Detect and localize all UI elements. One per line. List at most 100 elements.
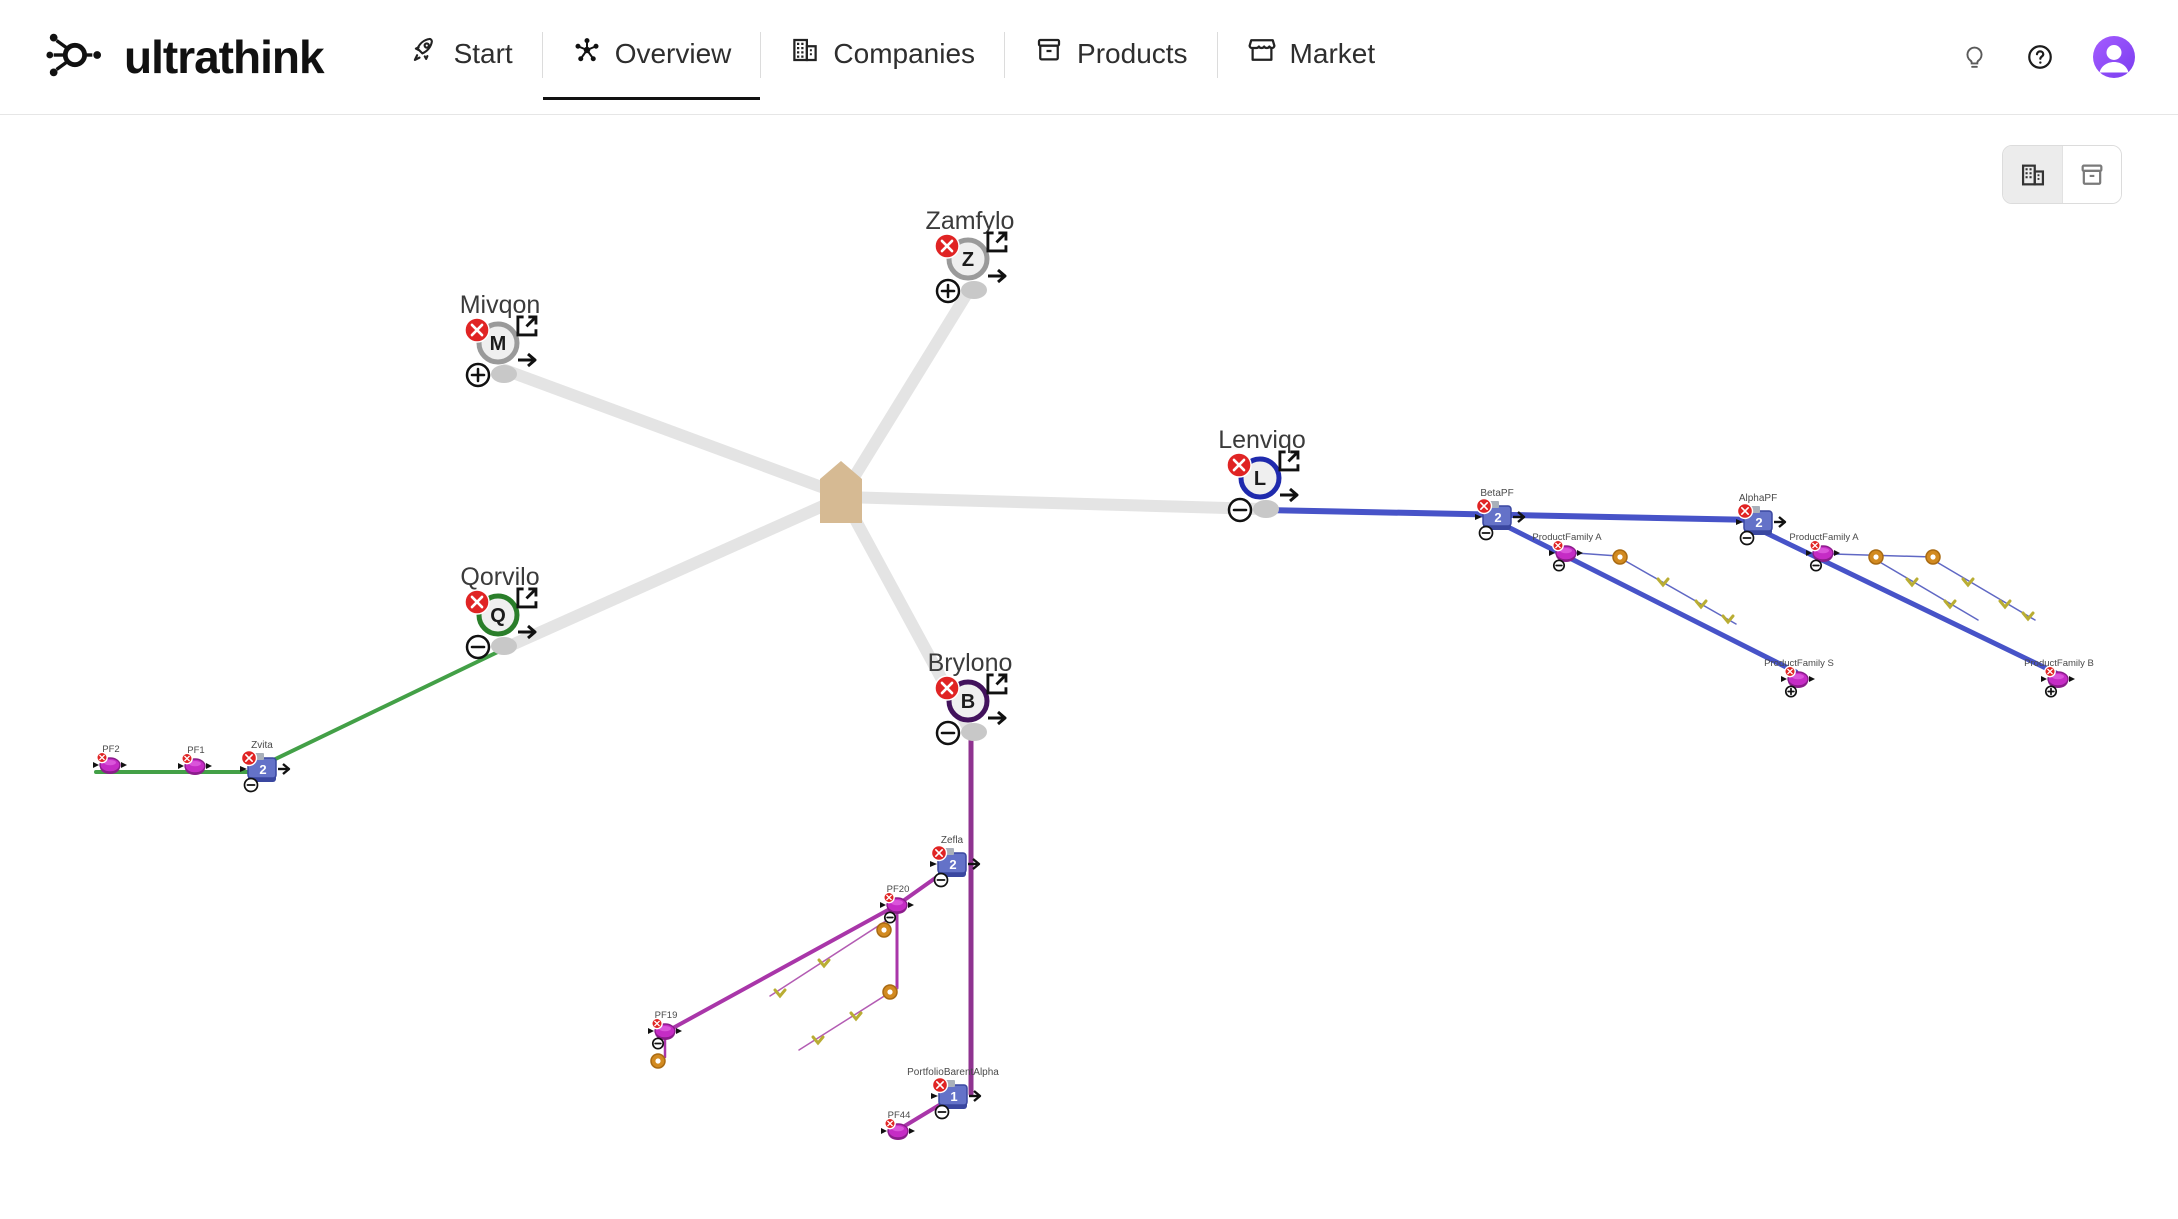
close-badge-icon[interactable] xyxy=(1784,665,1796,678)
collapse-icon[interactable] xyxy=(933,872,949,888)
collapse-icon[interactable] xyxy=(465,634,491,660)
close-badge-icon[interactable] xyxy=(1475,497,1493,515)
yellow-node[interactable] xyxy=(1998,599,2012,610)
close-badge-icon[interactable] xyxy=(651,1017,663,1030)
portfolio-node[interactable]: 2 Zefla xyxy=(930,835,981,888)
orange-node[interactable] xyxy=(650,1053,666,1069)
collapse-icon[interactable] xyxy=(1809,559,1823,572)
toggle-companies-view-button[interactable] xyxy=(2003,146,2062,203)
company-node-zamfylo[interactable]: Zamfylo Z xyxy=(926,207,1015,304)
product-family-node[interactable]: PF20 xyxy=(880,884,914,924)
collapse-icon[interactable] xyxy=(1227,497,1253,523)
company-node-qorvilo[interactable]: Qorvilo Q xyxy=(460,563,540,660)
orange-node[interactable] xyxy=(1612,549,1628,565)
close-badge-icon[interactable] xyxy=(1552,539,1564,552)
close-badge-icon[interactable] xyxy=(1809,539,1821,552)
product-family-node[interactable]: ProductFamily A xyxy=(1532,532,1602,572)
nav-item-products[interactable]: Products xyxy=(1005,10,1217,100)
avatar[interactable] xyxy=(2092,35,2136,79)
portfolio-hub[interactable] xyxy=(820,461,862,523)
portfolio-node[interactable]: 2 Zvita xyxy=(240,740,291,793)
open-in-new-icon[interactable] xyxy=(516,587,538,609)
arrow-right-icon[interactable] xyxy=(968,858,981,870)
yellow-node[interactable] xyxy=(1905,577,1919,588)
close-badge-icon[interactable] xyxy=(934,233,960,259)
expand-icon[interactable] xyxy=(1784,685,1798,698)
close-badge-icon[interactable] xyxy=(2044,665,2056,678)
yellow-node[interactable] xyxy=(1943,599,1957,610)
lightbulb-icon[interactable] xyxy=(1961,44,1988,71)
portfolio-node[interactable]: 2 AlphaPF xyxy=(1736,493,1787,546)
portfolio-node[interactable]: 2 BetaPF xyxy=(1475,488,1526,541)
yellow-node[interactable] xyxy=(2021,611,2035,622)
company-node-mivqon[interactable]: Mivqon M xyxy=(460,291,541,388)
yellow-node[interactable] xyxy=(1961,577,1975,588)
expand-icon[interactable] xyxy=(935,278,961,304)
collapse-icon[interactable] xyxy=(934,1104,950,1120)
yellow-node[interactable] xyxy=(773,988,787,999)
brand[interactable]: ultrathink xyxy=(44,26,325,89)
collapse-icon[interactable] xyxy=(1552,559,1566,572)
arrow-right-icon[interactable] xyxy=(969,1090,982,1102)
yellow-node[interactable] xyxy=(817,958,831,969)
close-badge-icon[interactable] xyxy=(464,317,490,343)
open-in-new-icon[interactable] xyxy=(986,673,1008,695)
collapse-icon[interactable] xyxy=(243,777,259,793)
orange-node[interactable] xyxy=(882,984,898,1000)
network-graph[interactable]: 2 Zvita 2 BetaPF 2 AlphaPF 2 Zefla 1 PortfolioBar… xyxy=(0,115,2178,1219)
company-node-brylono[interactable]: Brylono B xyxy=(928,649,1013,746)
close-badge-icon[interactable] xyxy=(181,752,193,765)
collapse-icon[interactable] xyxy=(935,720,961,746)
arrow-right-icon[interactable] xyxy=(518,624,537,640)
collapse-icon[interactable] xyxy=(651,1037,665,1050)
nav-item-overview[interactable]: Overview xyxy=(542,10,761,100)
close-badge-icon[interactable] xyxy=(883,891,895,904)
yellow-node[interactable] xyxy=(811,1035,825,1046)
product-family-node[interactable]: PF1 xyxy=(178,745,212,775)
collapse-icon[interactable] xyxy=(883,911,897,924)
network-canvas[interactable]: 2 Zvita 2 BetaPF 2 AlphaPF 2 Zefla 1 PortfolioBar… xyxy=(0,115,2178,1219)
product-family-node[interactable]: PF2 xyxy=(93,744,127,774)
arrow-right-icon[interactable] xyxy=(1513,511,1526,523)
product-family-node[interactable]: ProductFamily S xyxy=(1764,658,1834,698)
close-badge-icon[interactable] xyxy=(240,749,258,767)
product-family-node[interactable]: PF19 xyxy=(648,1010,682,1050)
close-badge-icon[interactable] xyxy=(884,1117,896,1130)
product-family-node[interactable]: ProductFamily B xyxy=(2024,658,2094,698)
close-badge-icon[interactable] xyxy=(1226,452,1252,478)
close-badge-icon[interactable] xyxy=(96,751,108,764)
product-family-node[interactable]: ProductFamily A xyxy=(1789,532,1859,572)
yellow-node[interactable] xyxy=(849,1011,863,1022)
help-icon[interactable] xyxy=(2026,43,2054,71)
orange-node[interactable] xyxy=(876,922,892,938)
toggle-products-view-button[interactable] xyxy=(2062,146,2121,203)
close-badge-icon[interactable] xyxy=(931,1076,949,1094)
product-family-node[interactable]: PF44 xyxy=(881,1110,915,1140)
expand-icon[interactable] xyxy=(465,362,491,388)
arrow-right-icon[interactable] xyxy=(1280,487,1299,503)
nav-item-market[interactable]: Market xyxy=(1218,10,1405,100)
open-in-new-icon[interactable] xyxy=(516,315,538,337)
collapse-icon[interactable] xyxy=(1739,530,1755,546)
company-node-lenviqo[interactable]: Lenviqo L xyxy=(1218,426,1306,523)
arrow-right-icon[interactable] xyxy=(1774,516,1787,528)
close-badge-icon[interactable] xyxy=(934,675,960,701)
orange-node[interactable] xyxy=(1868,549,1884,565)
yellow-node[interactable] xyxy=(1694,599,1708,610)
arrow-right-icon[interactable] xyxy=(988,268,1007,284)
arrow-right-icon[interactable] xyxy=(518,352,537,368)
arrow-right-icon[interactable] xyxy=(278,763,291,775)
portfolio-node[interactable]: 1 PortfolioBarentAlpha xyxy=(907,1067,999,1120)
arrow-right-icon[interactable] xyxy=(988,710,1007,726)
close-badge-icon[interactable] xyxy=(930,844,948,862)
open-in-new-icon[interactable] xyxy=(1278,450,1300,472)
close-badge-icon[interactable] xyxy=(1736,502,1754,520)
open-in-new-icon[interactable] xyxy=(986,231,1008,253)
nav-item-start[interactable]: Start xyxy=(382,10,542,100)
yellow-node[interactable] xyxy=(1721,614,1735,625)
orange-node[interactable] xyxy=(1925,549,1941,565)
yellow-node[interactable] xyxy=(1656,577,1670,588)
close-badge-icon[interactable] xyxy=(464,589,490,615)
collapse-icon[interactable] xyxy=(1478,525,1494,541)
nav-item-companies[interactable]: Companies xyxy=(761,10,1004,100)
